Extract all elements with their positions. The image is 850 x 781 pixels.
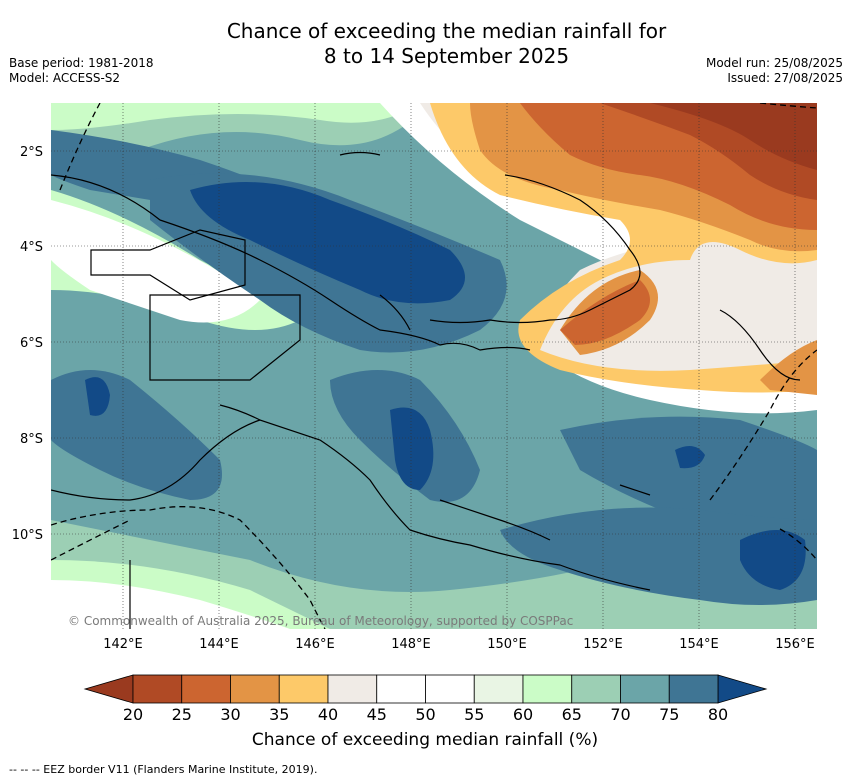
contour-50-55-sw — [51, 580, 290, 629]
colorbar-label: 45 — [367, 705, 387, 724]
colorbar-label: 70 — [610, 705, 630, 724]
eez-borders — [51, 103, 817, 629]
lat-tick: 2°S — [20, 145, 43, 160]
map-title: Chance of exceeding the median rainfall … — [0, 19, 850, 69]
colorbar-label: 60 — [513, 705, 533, 724]
meta-right: Model run: 25/08/2025 Issued: 27/08/2025 — [706, 56, 843, 86]
colorbar-label: 40 — [318, 705, 338, 724]
copyright-notice: © Commonwealth of Australia 2025, Bureau… — [68, 614, 573, 628]
meta-left: Base period: 1981-2018 Model: ACCESS-S2 — [9, 56, 154, 86]
contour-below-20 — [650, 103, 817, 170]
colorbar-label: 30 — [220, 705, 240, 724]
colorbar-cell — [522, 674, 573, 704]
colorbar-cell — [327, 674, 378, 704]
contour-50-55-west — [51, 200, 260, 323]
contour-above-80-se — [740, 530, 806, 590]
colorbar-cell — [425, 674, 475, 704]
colorbar-cell — [473, 674, 524, 704]
colorbar-cell — [620, 674, 670, 704]
lon-tick: 156°E — [775, 637, 815, 652]
colorbar-label: 50 — [415, 705, 435, 724]
contour-above-80 — [190, 182, 465, 304]
lon-tick: 144°E — [199, 637, 239, 652]
rainfall-contours: © Commonwealth of Australia 2025, Bureau… — [51, 103, 817, 629]
colorbar-cell — [668, 674, 719, 704]
lon-tick: 152°E — [583, 637, 623, 652]
colorbar-label: 75 — [659, 705, 679, 724]
coastlines — [51, 151, 801, 629]
lat-tick: 10°S — [12, 528, 43, 543]
colorbar-low-arrow — [83, 674, 134, 704]
graticule — [51, 103, 817, 629]
colorbar-cell — [571, 674, 621, 704]
lon-tick: 142°E — [103, 637, 143, 652]
contour-25-30-south — [560, 280, 650, 345]
colorbar-title: Chance of exceeding median rainfall (%) — [251, 730, 599, 750]
contour-30-35-se — [760, 340, 817, 395]
lat-axis: 2°S 4°S 6°S 8°S 10°S — [12, 145, 43, 543]
colorbar-cell — [278, 674, 329, 704]
title-line-1: Chance of exceeding the median rainfall … — [226, 19, 667, 43]
lon-tick: 146°E — [295, 637, 335, 652]
model-label: Model: ACCESS-S2 — [9, 71, 121, 85]
colorbar-cell — [181, 674, 231, 704]
colorbar-cell — [230, 674, 280, 704]
contour-above-80-e — [675, 446, 705, 469]
lon-tick: 148°E — [391, 637, 431, 652]
lat-tick: 4°S — [20, 240, 43, 255]
colorbar-high-arrow — [717, 674, 768, 704]
contour-60-65-north — [51, 103, 420, 130]
colorbar-label: 65 — [562, 705, 582, 724]
lat-tick: 6°S — [20, 336, 43, 351]
contour-above-80-w — [85, 377, 110, 416]
eez-footnote: -- -- -- EEZ border V11 (Flanders Marine… — [9, 763, 318, 776]
colorbar-label: 80 — [708, 705, 728, 724]
colorbar-label: 35 — [269, 705, 289, 724]
lat-tick: 8°S — [20, 432, 43, 447]
title-line-2: 8 to 14 September 2025 — [323, 44, 570, 68]
colorbar-label: 20 — [123, 705, 143, 724]
model-run-label: Model run: 25/08/2025 — [705, 56, 843, 70]
contour-75-80-east — [560, 416, 817, 527]
colorbar: 20 25 30 35 40 45 50 55 60 65 70 75 80 — [83, 674, 768, 724]
lon-axis: 142°E 144°E 146°E 148°E 150°E 152°E 154°… — [103, 637, 815, 652]
lon-tick: 150°E — [487, 637, 527, 652]
colorbar-cell — [132, 674, 183, 704]
contour-above-80-south — [390, 407, 434, 490]
colorbar-label: 25 — [172, 705, 192, 724]
base-period-label: Base period: 1981-2018 — [9, 56, 154, 70]
contour-75-80-south — [500, 507, 817, 605]
lon-tick: 154°E — [679, 637, 719, 652]
colorbar-cell — [376, 674, 426, 704]
issued-label: Issued: 27/08/2025 — [727, 71, 843, 85]
colorbar-label: 55 — [464, 705, 484, 724]
